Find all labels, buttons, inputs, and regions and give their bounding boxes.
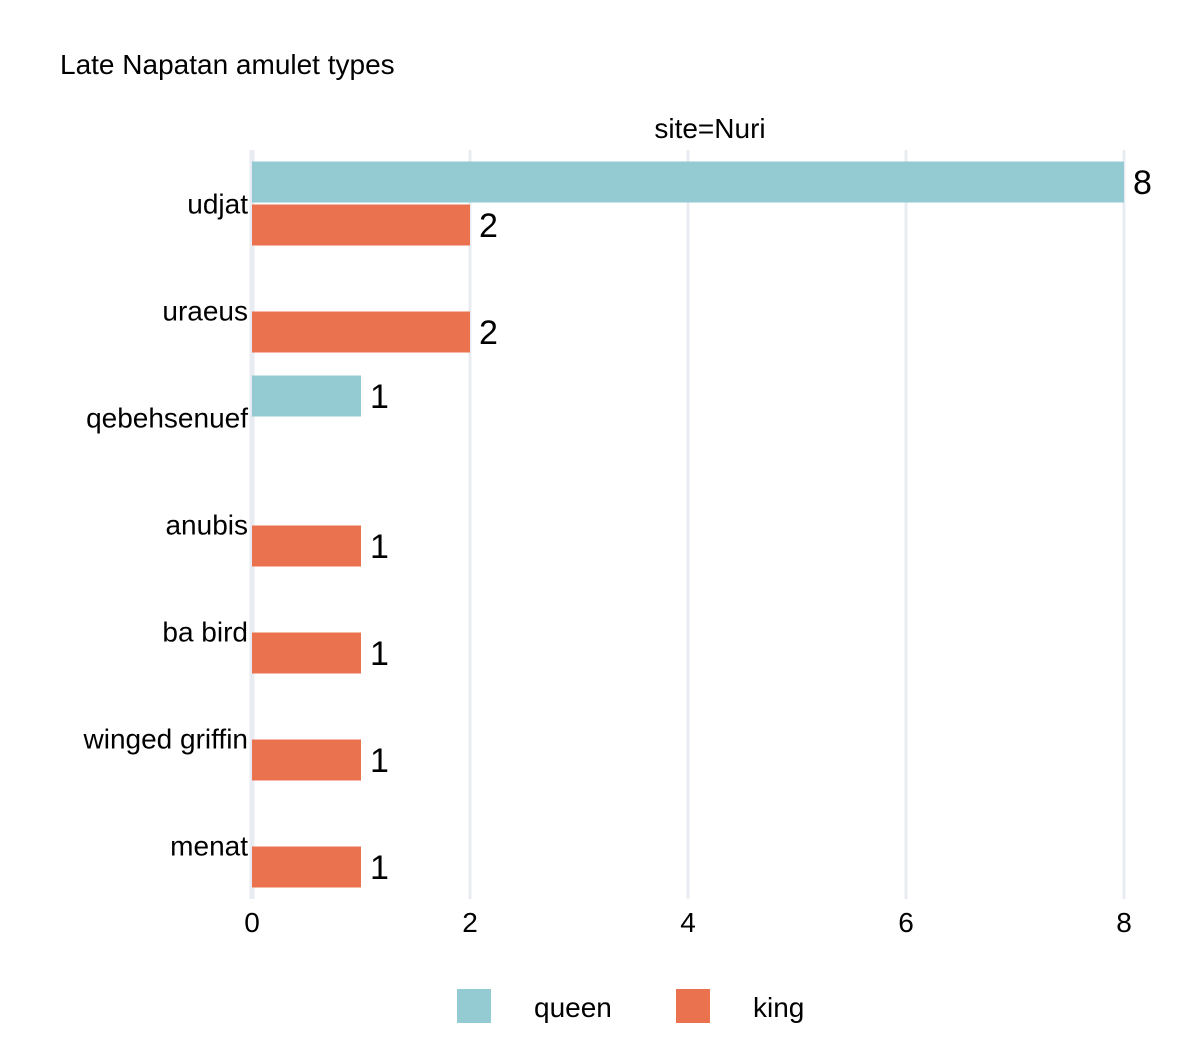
category-label-qebehsenuef: qebehsenuef [86,403,248,434]
bar-king-uraeus [252,311,470,353]
category-label-winged-griffin: winged griffin [83,724,248,755]
category-labels: udjat uraeus qebehsenuef anubis ba bird winge… [83,189,249,862]
category-label-uraeus: uraeus [162,296,248,327]
x-tick-label-4: 4 [680,907,696,938]
bar-king-udjat [252,204,470,246]
category-label-menat: menat [170,831,248,862]
legend-item-king[interactable]: king [676,989,804,1023]
bar-king-anubis [252,525,361,567]
bar-queen-udjat [252,161,1124,203]
x-axis-ticks: 0 2 4 6 8 [244,907,1132,938]
data-label-queen-udjat: 8 [1133,164,1152,202]
legend-swatch-queen [457,989,491,1023]
bar-queen-qebehsenuef [252,375,361,417]
category-label-udjat: udjat [187,189,248,220]
facet-label: site=Nuri [654,113,765,144]
category-label-anubis: anubis [165,510,248,541]
chart-title: Late Napatan amulet types [60,49,395,80]
legend-label-queen: queen [534,992,612,1023]
bar-king-winged-griffin [252,739,361,781]
bar-king-ba-bird [252,632,361,674]
x-tick-label-6: 6 [898,907,914,938]
x-tick-label-0: 0 [244,907,260,938]
data-label-king-anubis: 1 [370,528,389,566]
data-labels: 8 2 2 1 1 1 1 1 [370,164,1152,887]
data-label-king-uraeus: 2 [479,314,498,352]
legend-item-queen[interactable]: queen [457,989,612,1023]
data-label-king-ba-bird: 1 [370,635,389,673]
x-tick-label-2: 2 [462,907,478,938]
bar-king-menat [252,846,361,888]
bars [252,161,1124,888]
data-label-king-udjat: 2 [479,207,498,245]
gridlines [249,150,1126,899]
legend[interactable]: queen king [457,989,804,1023]
x-tick-label-8: 8 [1116,907,1132,938]
data-label-king-winged-griffin: 1 [370,742,389,780]
data-label-king-menat: 1 [370,849,389,887]
legend-label-king: king [753,992,804,1023]
data-label-queen-qebehsenuef: 1 [370,378,389,416]
category-label-ba-bird: ba bird [162,617,248,648]
legend-swatch-king [676,989,710,1023]
